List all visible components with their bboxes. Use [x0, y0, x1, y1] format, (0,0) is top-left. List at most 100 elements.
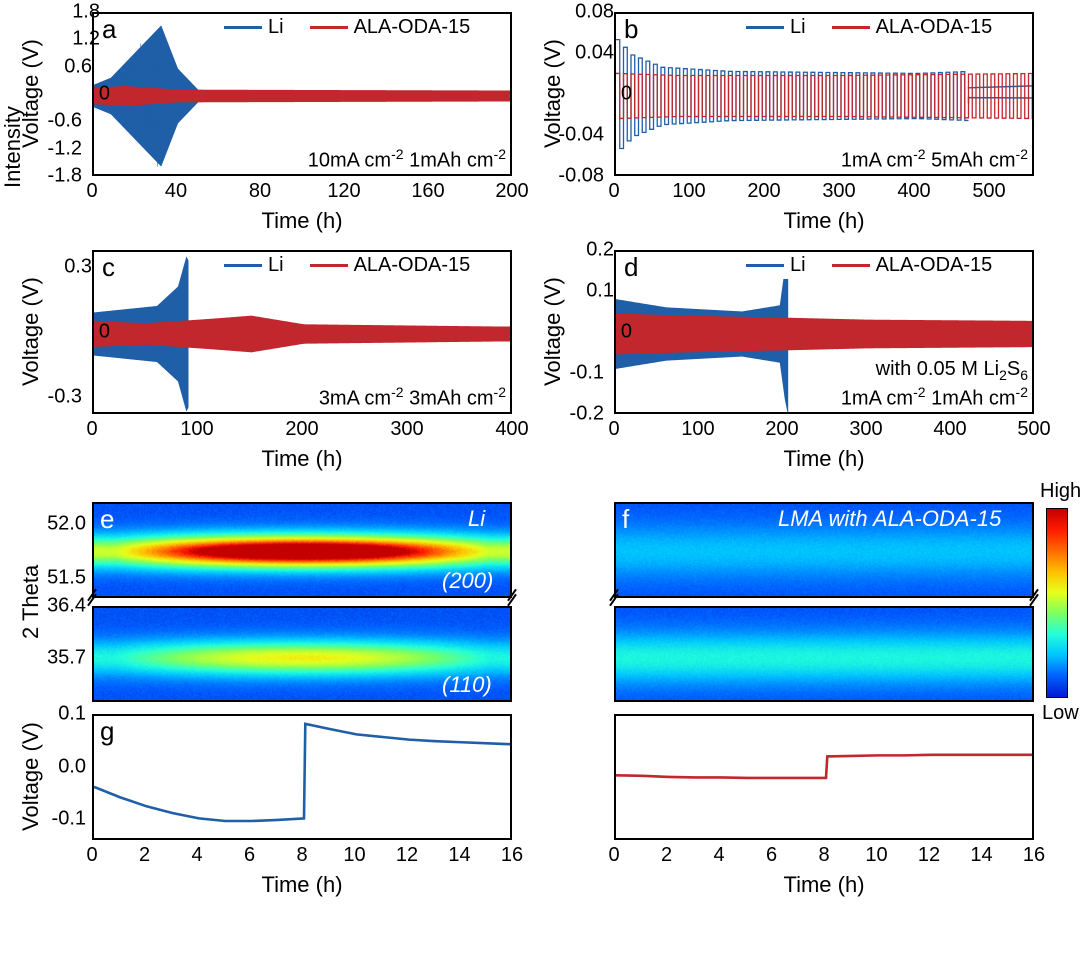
xtick: 0	[86, 418, 97, 441]
panel-g-xlabel-1: Time (h)	[614, 872, 1034, 898]
panel-letter-f: f	[622, 504, 629, 535]
xtick: 200	[747, 180, 780, 203]
panel-c-condition: 3mA cm-2 3mAh cm-2	[252, 384, 506, 411]
legend-ala: ALA-ODA-15	[876, 254, 993, 277]
xtick: 80	[249, 180, 271, 203]
xtick: 400	[897, 180, 930, 203]
ytick: -1.8	[26, 165, 82, 188]
xtick: 300	[390, 418, 423, 441]
xtick: 2	[139, 844, 150, 867]
ytick: 0.1	[558, 280, 614, 303]
xtick: 500	[1017, 418, 1050, 441]
xtick: 14	[448, 844, 470, 867]
xtick: 10	[343, 844, 365, 867]
xtick: 400	[495, 418, 528, 441]
xtick: 160	[411, 180, 444, 203]
ytick: 0.3	[36, 256, 92, 279]
panel-e-plane110: (110)	[442, 672, 492, 698]
panel-letter-d: d	[624, 252, 638, 283]
ytick: 0.04	[558, 42, 614, 65]
xtick: 12	[396, 844, 418, 867]
panel-c-legend: Li ALA-ODA-15	[218, 252, 476, 279]
ytick: 0.2	[558, 239, 614, 262]
legend-li: Li	[790, 16, 806, 39]
xtick: 300	[822, 180, 855, 203]
figure: a Li ALA-ODA-15 10mA cm-2 1mAh cm-2 Time (h)…	[0, 0, 1080, 954]
ytick: 0	[576, 83, 632, 106]
panel-e-plane200: (200)	[442, 568, 493, 594]
ytick: -0.3	[26, 385, 82, 408]
xtick: 2	[661, 844, 672, 867]
legend-ala: ALA-ODA-15	[354, 16, 471, 39]
xtick: 8	[818, 844, 829, 867]
ytick: 0.6	[36, 55, 92, 78]
ytick: 0.0	[40, 755, 86, 778]
ytick: -1.2	[26, 137, 82, 160]
panel-letter-e: e	[100, 504, 114, 535]
panel-letter-c: c	[102, 252, 115, 283]
panel-b-xlabel: Time (h)	[614, 208, 1034, 234]
panel-g-right	[614, 714, 1034, 840]
colorbar	[1046, 508, 1068, 698]
ytick: 36.4	[36, 595, 86, 618]
panel-letter-g: g	[100, 716, 114, 747]
legend-li: Li	[268, 16, 284, 39]
colorbar-axis: Intensity	[0, 0, 26, 188]
ytick: -0.2	[548, 403, 604, 426]
xtick: 500	[972, 180, 1005, 203]
ytick: 0	[54, 83, 110, 106]
xtick: 200	[765, 418, 798, 441]
xtick: 4	[713, 844, 724, 867]
xtick: 200	[285, 418, 318, 441]
xtick: 40	[165, 180, 187, 203]
ytick: 0	[576, 321, 632, 344]
panel-letter-b: b	[624, 14, 638, 45]
panel-letter-a: a	[102, 14, 116, 45]
panel-a-condition: 10mA cm-2 1mAh cm-2	[252, 146, 506, 173]
xtick: 100	[672, 180, 705, 203]
xtick: 400	[933, 418, 966, 441]
xtick: 8	[296, 844, 307, 867]
panel-c-xlabel: Time (h)	[92, 446, 512, 472]
legend-ala: ALA-ODA-15	[876, 16, 993, 39]
xtick: 300	[849, 418, 882, 441]
ytick: 0	[54, 321, 110, 344]
panel-f-seg-bot	[614, 606, 1034, 702]
panel-g-left	[92, 714, 512, 840]
xtick: 12	[918, 844, 940, 867]
ytick: 1.8	[44, 1, 100, 24]
panel-b-ylabel: Voltage (V)	[540, 12, 566, 176]
xtick: 4	[191, 844, 202, 867]
panel-d-legend: Li ALA-ODA-15	[740, 252, 998, 279]
ytick: 51.5	[36, 567, 86, 590]
xtick: 6	[766, 844, 777, 867]
colorbar-low: Low	[1042, 702, 1079, 725]
xtick: 120	[327, 180, 360, 203]
xtick: 0	[86, 844, 97, 867]
panel-d-condition: 1mA cm-2 1mAh cm-2	[774, 384, 1028, 411]
xtick: 200	[495, 180, 528, 203]
panel-d-xlabel: Time (h)	[614, 446, 1034, 472]
legend-li: Li	[268, 254, 284, 277]
panel-d-condition-top: with 0.05 M Li2S6	[804, 358, 1028, 383]
legend-li: Li	[790, 254, 806, 277]
xtick: 16	[501, 844, 523, 867]
xtick: 14	[970, 844, 992, 867]
ytick: -0.1	[548, 362, 604, 385]
ytick: -0.08	[548, 165, 604, 188]
panel-a-legend: Li ALA-ODA-15	[218, 14, 476, 41]
ytick: -0.6	[26, 110, 82, 133]
ytick: 52.0	[36, 512, 86, 535]
ytick: 0.1	[40, 703, 86, 726]
xtick: 100	[180, 418, 213, 441]
legend-ala: ALA-ODA-15	[354, 254, 471, 277]
xtick: 10	[865, 844, 887, 867]
ytick: 1.2	[44, 28, 100, 51]
xtick: 0	[86, 180, 97, 203]
panel-a-xlabel: Time (h)	[92, 208, 512, 234]
xtick: 16	[1023, 844, 1045, 867]
panel-g-xlabel-0: Time (h)	[92, 872, 512, 898]
xtick: 0	[608, 180, 619, 203]
ytick: -0.04	[548, 124, 604, 147]
ytick: 0.08	[558, 1, 614, 24]
